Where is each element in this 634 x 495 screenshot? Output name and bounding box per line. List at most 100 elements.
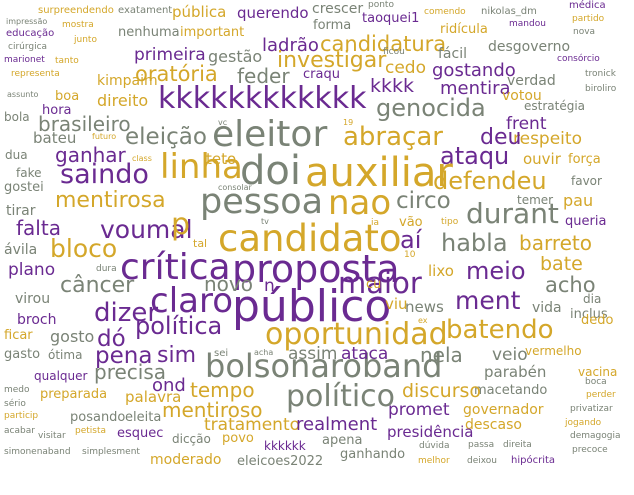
- word-craqu: craqu: [303, 67, 340, 82]
- word-maior: maior: [338, 266, 422, 300]
- word-governador: governador: [463, 402, 544, 418]
- word-cedo: cedo: [385, 58, 426, 78]
- word-candidatura: candidatura: [320, 32, 447, 56]
- word-ficar: ficar: [4, 328, 33, 343]
- word-posando: posando: [70, 410, 126, 425]
- word-plano: plano: [8, 260, 56, 280]
- word-hora: hora: [42, 103, 72, 118]
- word-nenhuma: nenhuma: [118, 25, 180, 40]
- word-eleitor: eleitor: [212, 114, 328, 155]
- word-querendo: querendo: [237, 4, 309, 22]
- word-investigar: investigar: [277, 48, 387, 73]
- word-simplesment: simplesment: [82, 447, 140, 457]
- word-mentirosa: mentirosa: [55, 188, 166, 213]
- word-durant: durant: [466, 197, 559, 230]
- word-tirar: tirar: [6, 203, 36, 219]
- word-direito: direito: [97, 91, 149, 110]
- word-representa: representa: [11, 69, 60, 79]
- word-eleicoes2022: eleicoes2022: [237, 454, 324, 469]
- word-petista: petista: [75, 426, 107, 436]
- word-verdad: verdad: [507, 73, 556, 89]
- word-mentira: mentira: [440, 78, 511, 99]
- word-defendeu: defendeu: [433, 167, 547, 195]
- word-acha: acha: [254, 348, 274, 357]
- word-brasileiro: brasileiro: [38, 112, 131, 136]
- word-macetando: macetando: [474, 383, 548, 398]
- word-politica: política: [135, 312, 223, 340]
- word-vao: vão: [399, 215, 423, 230]
- word-nova: nova: [573, 27, 596, 37]
- word-do: dó: [97, 326, 126, 352]
- word-bate: bate: [540, 253, 583, 275]
- word-fake: fake: [16, 166, 42, 180]
- word-precoce: precoce: [572, 445, 608, 455]
- word-doi: doi: [240, 148, 301, 194]
- word-crescer: crescer: [312, 1, 364, 17]
- word-viu: viu: [385, 295, 408, 313]
- word-facil: fácil: [438, 46, 467, 62]
- word-ataqu: ataqu: [440, 142, 510, 170]
- word-19: 19: [343, 118, 354, 127]
- word-temer: temer: [517, 193, 554, 207]
- word-jogando: jogando: [565, 418, 602, 428]
- word-kkkk: kkkk: [370, 75, 415, 97]
- word-queria: queria: [565, 214, 607, 229]
- word-voumal: voumal: [100, 215, 193, 244]
- word-pena: pena: [95, 343, 153, 369]
- word-ai: aí: [400, 226, 422, 254]
- word-publico: público: [232, 281, 392, 332]
- word-tronick: tronick: [585, 69, 616, 79]
- word-cu: cu: [366, 277, 382, 292]
- word-falta: falta: [16, 216, 61, 240]
- word-serio: sério: [4, 399, 26, 409]
- word-kimpaim: kimpaim: [97, 73, 158, 89]
- word-publica: pública: [172, 3, 227, 21]
- word-mentiroso: mentiroso: [162, 398, 263, 422]
- word-discurso: discurso: [402, 380, 482, 402]
- word-esquec: esquec: [117, 426, 164, 441]
- word-pessoa: pessoa: [200, 182, 324, 222]
- word-demagogia: demagogia: [570, 431, 621, 441]
- word-candidato: candidato: [218, 217, 402, 260]
- word-ex: ex: [418, 316, 428, 325]
- word-10: 10: [404, 250, 416, 260]
- word-presidencia: presidência: [387, 423, 474, 441]
- word-abracar: abraçar: [343, 122, 443, 152]
- word-oratoria: oratória: [135, 62, 218, 86]
- word-ficou: ficou: [383, 47, 405, 57]
- word-n: n: [264, 276, 275, 296]
- word-medo: medo: [4, 385, 30, 395]
- word-ataca: ataca: [341, 344, 389, 364]
- word-ouvir: ouvir: [523, 150, 561, 168]
- word-estrategia: estratégia: [524, 99, 586, 113]
- word-exatament: exatament: [118, 5, 173, 16]
- word-nikolas-dm: nikolas_dm: [481, 6, 537, 17]
- word-perder: perder: [586, 390, 616, 400]
- word-desgoverno: desgoverno: [488, 39, 571, 55]
- word-taoquei1: taoquei1: [362, 11, 420, 26]
- word-particip: particip: [4, 411, 39, 421]
- word-duvida: dúvida: [419, 441, 450, 451]
- word-melhor: melhor: [418, 456, 450, 466]
- word-ond: ond: [152, 375, 186, 396]
- word-comendo: comendo: [424, 7, 466, 17]
- word-genocida: genocida: [376, 94, 486, 122]
- word-ment: ment: [455, 286, 521, 315]
- word-mostra: mostra: [62, 20, 94, 30]
- word-deixou: deixou: [467, 456, 498, 466]
- word-eleicao: eleição: [125, 124, 207, 150]
- word-news: news: [405, 298, 444, 316]
- word-boa: boa: [55, 89, 80, 104]
- word-oportunidad: oportunidad: [265, 317, 448, 352]
- word-vacina: vacina: [578, 365, 618, 379]
- word-moderado: moderado: [150, 452, 222, 468]
- word-acho: acho: [545, 273, 596, 297]
- word-cirurgica: cirúrgica: [8, 42, 48, 52]
- word-saindo: saindo: [60, 159, 149, 190]
- word-povo: povo: [222, 431, 254, 446]
- word-gostando: gostando: [432, 60, 516, 81]
- word-forca: força: [568, 152, 601, 167]
- word-broch: broch: [17, 312, 57, 328]
- word-palavra: palavra: [125, 388, 182, 406]
